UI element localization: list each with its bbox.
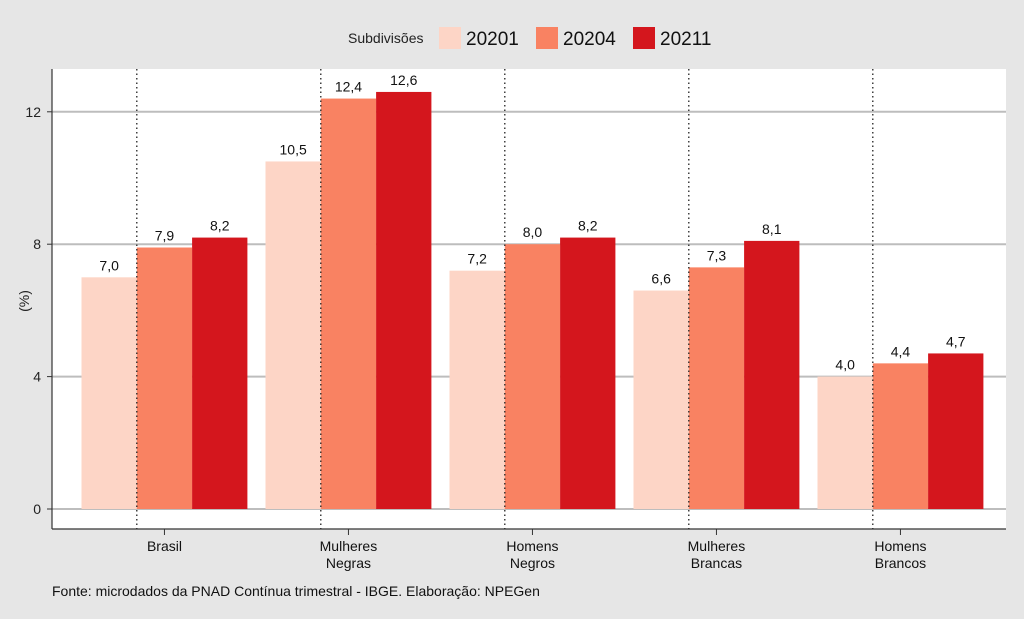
x-tick-label: Homens Brancos xyxy=(874,538,926,571)
x-tick-label-line: Brancas xyxy=(691,555,742,571)
bar-value-label: 10,5 xyxy=(280,141,307,157)
bars xyxy=(81,91,984,509)
bar-value-label: 12,4 xyxy=(335,79,362,95)
x-tick-label-line: Brasil xyxy=(147,538,182,554)
bar xyxy=(633,290,689,509)
x-tick-label-line: Mulheres xyxy=(320,538,378,554)
legend-swatch xyxy=(633,27,655,49)
bar-value-label: 7,9 xyxy=(155,228,175,244)
category-dividers xyxy=(136,69,874,529)
bar-value-label: 7,0 xyxy=(99,257,119,273)
bar xyxy=(872,363,929,509)
bar xyxy=(449,270,505,509)
bar xyxy=(376,91,432,509)
bar xyxy=(81,277,137,509)
bar-value-label: 12,6 xyxy=(390,72,417,88)
legend-swatch xyxy=(536,27,558,49)
legend-title: Subdivisões xyxy=(348,30,424,46)
legend-label: 20204 xyxy=(563,29,616,50)
bar xyxy=(817,376,873,509)
data-labels: 7,0 7,9 8,2 10,5 12,4 12,6 7,2 8,0 8,2 6,6 7,3 8,1 4… xyxy=(99,72,965,373)
x-tick-label-line: Brancos xyxy=(875,555,926,571)
bar xyxy=(320,98,377,509)
x-tick-label-line: Homens xyxy=(874,538,926,554)
bar-value-label: 6,6 xyxy=(651,271,671,287)
bar xyxy=(136,247,193,509)
x-tick-label-line: Negros xyxy=(510,555,555,571)
y-tick-label: 8 xyxy=(33,236,41,252)
bar xyxy=(688,267,745,509)
bar xyxy=(265,161,321,509)
bar xyxy=(504,244,561,509)
bar-value-label: 8,1 xyxy=(762,221,782,237)
bar-value-label: 4,0 xyxy=(835,357,855,373)
bar xyxy=(744,240,800,509)
y-tick-label: 4 xyxy=(33,369,41,385)
source-caption: Fonte: microdados da PNAD Contínua trime… xyxy=(52,583,540,599)
x-tick-label-line: Homens xyxy=(506,538,558,554)
x-tick-label: Mulheres Brancas xyxy=(688,538,746,571)
bar-value-label: 4,4 xyxy=(891,343,911,359)
x-tick-label-line: Negras xyxy=(326,555,371,571)
bar-value-label: 8,2 xyxy=(210,218,230,234)
y-tick-label: 0 xyxy=(33,501,41,517)
bar xyxy=(928,353,984,509)
x-tick-label: Homens Negros xyxy=(506,538,558,571)
bar-value-label: 7,2 xyxy=(467,251,487,267)
bar-value-label: 8,0 xyxy=(523,224,543,240)
legend-label: 20211 xyxy=(660,29,711,50)
x-tick-label: Mulheres Negras xyxy=(320,538,378,571)
bar-value-label: 8,2 xyxy=(578,218,598,234)
y-tick-label: 12 xyxy=(25,104,41,120)
y-axis-label: (%) xyxy=(16,290,32,312)
x-tick-label-line: Mulheres xyxy=(688,538,746,554)
legend: Subdivisões 20201 20204 20211 xyxy=(348,27,711,50)
legend-swatch xyxy=(439,27,461,49)
bar-value-label: 7,3 xyxy=(707,247,727,263)
bar-value-label: 4,7 xyxy=(946,333,966,349)
x-tick-label: Brasil xyxy=(147,538,182,554)
bar xyxy=(560,237,616,509)
bar xyxy=(192,237,248,509)
legend-label: 20201 xyxy=(466,29,519,50)
